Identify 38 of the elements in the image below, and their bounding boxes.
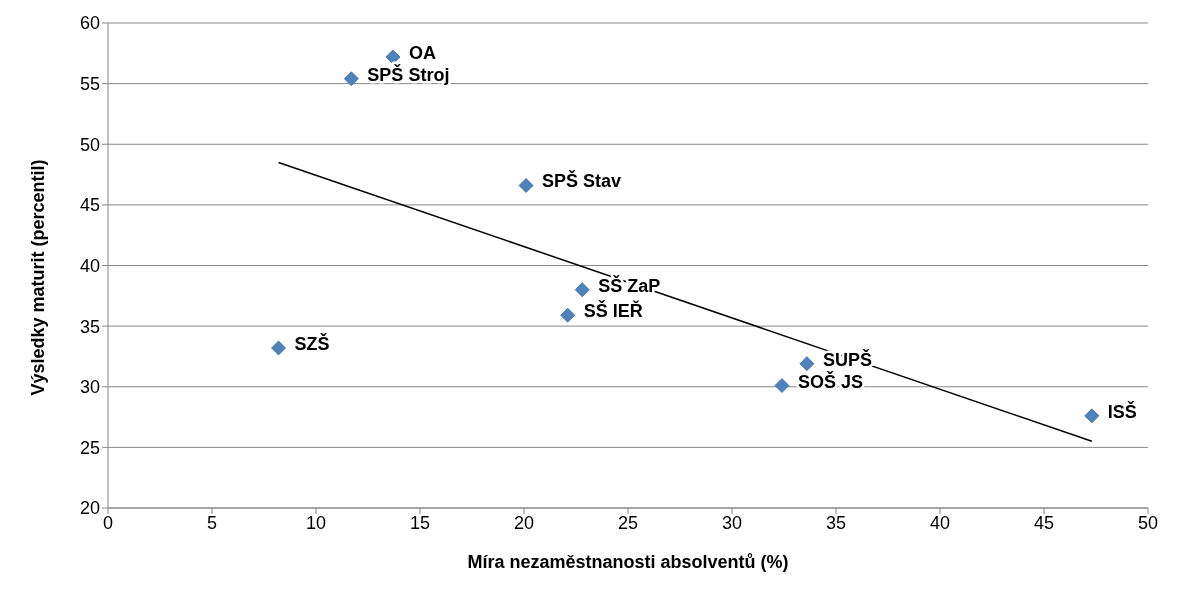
x-tick-label: 45 bbox=[1033, 512, 1055, 533]
x-tick-label: 5 bbox=[206, 512, 218, 533]
x-tick-label: 35 bbox=[825, 512, 847, 533]
x-tick-label: 10 bbox=[305, 512, 327, 533]
point bbox=[574, 282, 590, 298]
point bbox=[385, 49, 401, 65]
point bbox=[799, 356, 815, 372]
point bbox=[518, 178, 534, 193]
y-tick-label: 20 bbox=[79, 498, 100, 519]
y-tick-label: 40 bbox=[79, 255, 100, 276]
y-tick-label: 25 bbox=[79, 437, 100, 458]
y-tick-label: 50 bbox=[79, 134, 100, 155]
point bbox=[271, 340, 286, 356]
x-tick-label: 40 bbox=[929, 512, 951, 533]
annotation: ISŠ bbox=[1107, 400, 1137, 422]
y-tick-label: 45 bbox=[79, 195, 100, 216]
annotation: SŠ IEŘ bbox=[583, 300, 643, 322]
point bbox=[560, 307, 576, 323]
y-tick-label: 55 bbox=[79, 74, 100, 95]
x-tick-label: 50 bbox=[1137, 512, 1159, 533]
annotation: SOŠ JS bbox=[797, 370, 863, 392]
x-tick-label: 0 bbox=[102, 512, 114, 533]
point bbox=[1084, 408, 1100, 424]
annotation: SZŠ bbox=[294, 332, 330, 354]
annotation: SPŠ Stav bbox=[542, 170, 622, 192]
point bbox=[343, 71, 359, 87]
annotation: SPŠ Stroj bbox=[367, 63, 450, 85]
annotation: OA bbox=[408, 42, 436, 63]
y-tick-label: 35 bbox=[79, 316, 100, 337]
x-tick-label: 30 bbox=[721, 512, 743, 533]
y-tick-label: 60 bbox=[79, 13, 100, 34]
x-tick-label: 15 bbox=[409, 512, 431, 533]
x-axis-title: Míra nezaměstnanosti absolventů (%) bbox=[467, 552, 789, 572]
y-tick-label: 30 bbox=[79, 377, 100, 398]
x-tick-label: 25 bbox=[617, 512, 639, 533]
y-axis-title: Výsledky maturit (percentil) bbox=[28, 159, 49, 396]
point bbox=[774, 378, 790, 393]
x-tick-label: 20 bbox=[513, 512, 535, 533]
